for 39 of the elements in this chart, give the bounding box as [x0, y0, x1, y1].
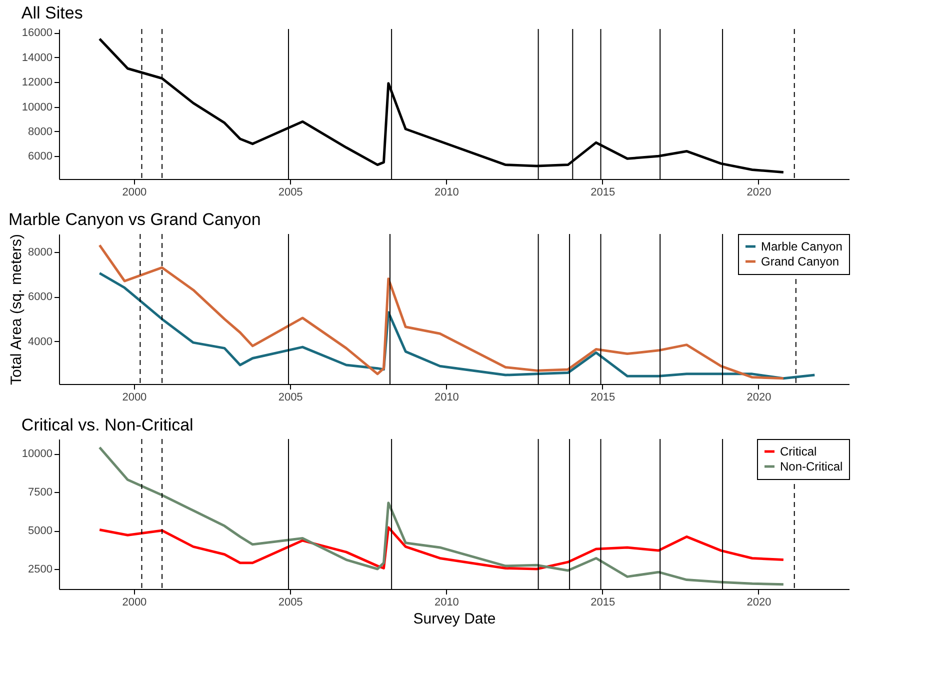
legend-label: Marble Canyon	[761, 240, 842, 254]
line-series	[98, 526, 785, 570]
chart-title: All Sites	[21, 4, 83, 23]
chart-title: Marble Canyon vs Grand Canyon	[8, 210, 261, 230]
y-tick-label: 5000	[28, 525, 52, 538]
x-tick-label: 2015	[590, 186, 616, 198]
x-tick-label: 2010	[434, 186, 459, 198]
x-tick-label: 2020	[746, 596, 772, 608]
y-tick-label: 6000	[28, 150, 52, 163]
line-series	[98, 272, 816, 380]
x-tick-label: 2020	[746, 392, 772, 404]
y-tick-label: 6000	[28, 291, 52, 304]
legend-label: Critical	[780, 444, 817, 458]
x-tick-label: 2005	[278, 392, 303, 404]
y-tick-label: 7500	[28, 486, 52, 499]
legend-label: Non-Critical	[780, 460, 843, 474]
y-axis-title: Total Area (sq. meters)	[8, 234, 26, 385]
x-tick-label: 2005	[278, 596, 303, 608]
x-tick-label: 2015	[590, 392, 616, 404]
x-tick-label: 2010	[434, 596, 459, 608]
y-tick-label: 2500	[28, 564, 52, 576]
y-tick-label: 16000	[22, 27, 52, 40]
y-tick-label: 14000	[22, 52, 52, 64]
x-tick-label: 2005	[278, 186, 303, 198]
y-tick-label: 8000	[28, 246, 52, 258]
y-tick-label: 8000	[28, 126, 52, 138]
y-tick-label: 10000	[22, 101, 52, 114]
x-axis-title: Survey Date	[413, 610, 496, 628]
x-tick-label: 2010	[434, 392, 459, 404]
chart-title: Critical vs. Non-Critical	[21, 416, 194, 434]
x-tick-label: 2000	[122, 186, 147, 198]
x-tick-label: 2020	[746, 186, 772, 198]
y-tick-label: 10000	[22, 448, 52, 460]
x-tick-label: 2000	[122, 392, 147, 404]
x-tick-label: 2015	[590, 596, 616, 608]
x-tick-label: 2000	[122, 596, 147, 608]
y-tick-label: 12000	[22, 76, 52, 89]
legend-label: Grand Canyon	[761, 254, 840, 268]
y-tick-label: 4000	[28, 336, 52, 348]
